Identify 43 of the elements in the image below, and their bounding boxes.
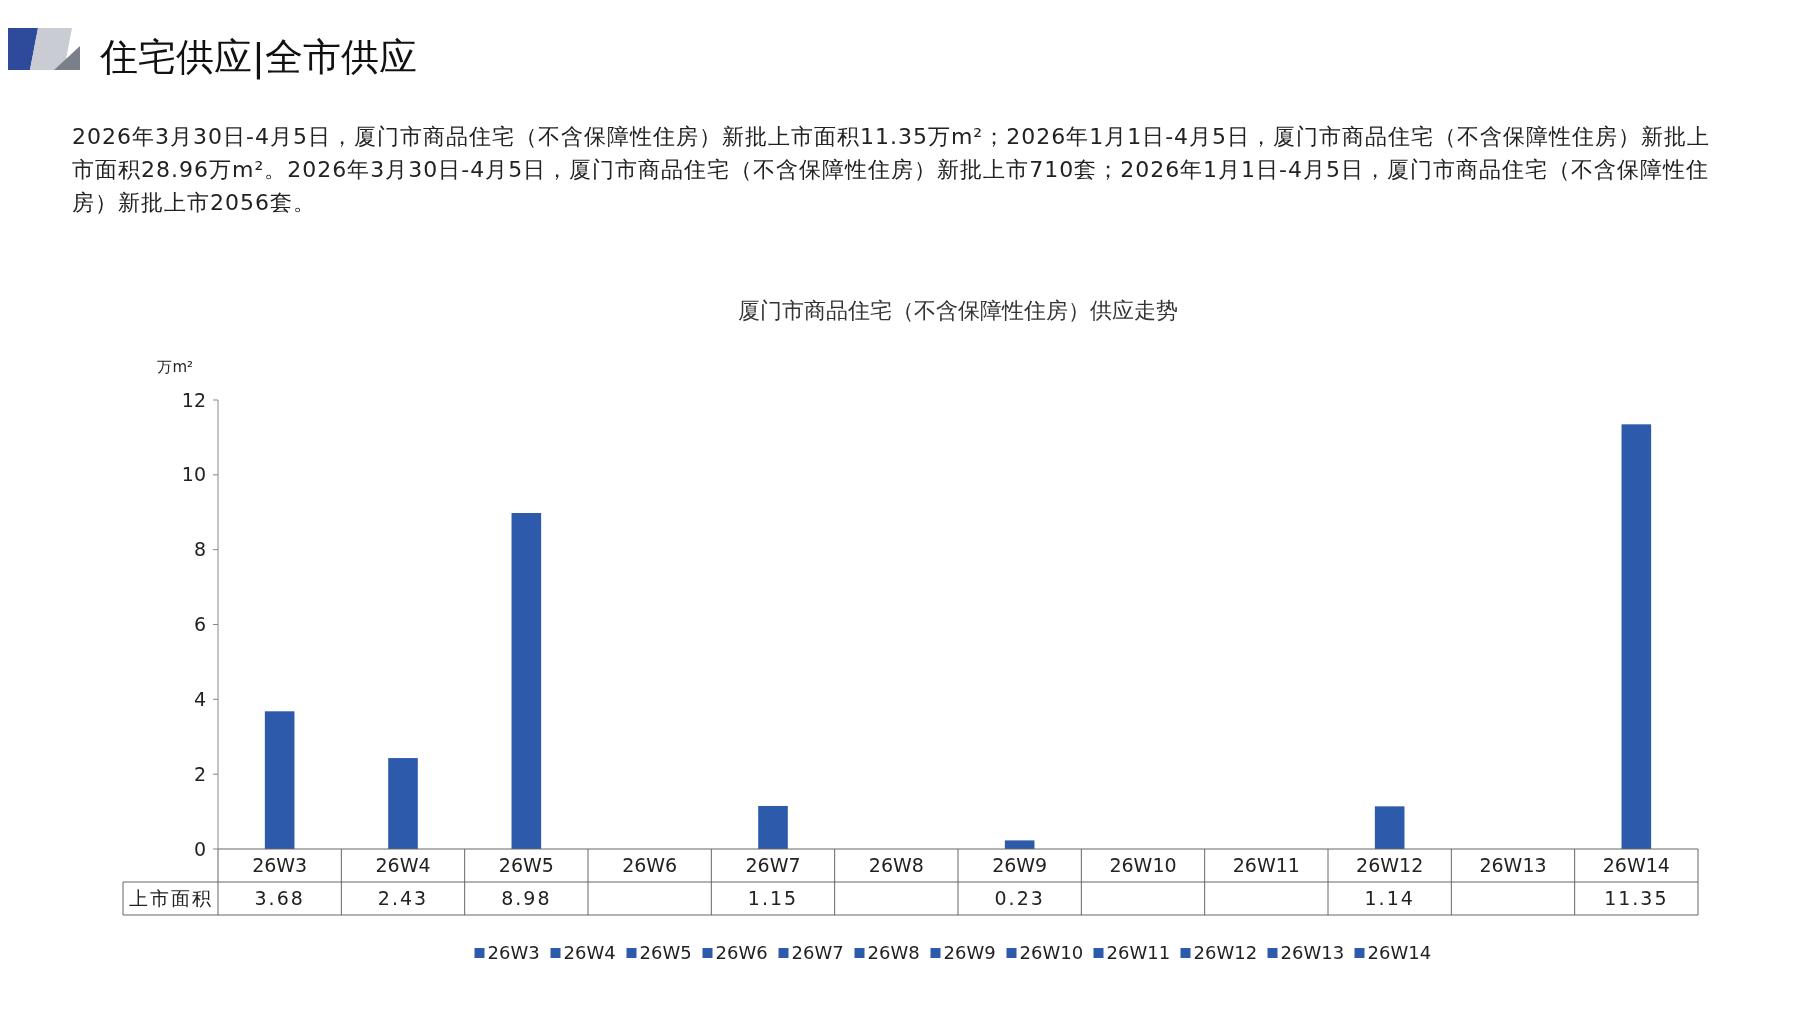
data-label: 1.15: [747, 887, 799, 910]
y-tick-label: 10: [181, 463, 206, 486]
text: 2026年3月30日-4月5日，厦门市商品住宅（不含保障性住房）新批上市面积11.35万m²；2026年1月1日-4月5日，厦门市商品住宅（不含保障性住房）新批上市面积28.96万m²。2026年3月30日-4月5日，厦门市商品住宅（不含保障性住房）新批上市710套；2026年1月1日-4月5日，厦门市商品住宅（不含保障性住房）新批上市2056套。: [72, 123, 1712, 217]
data-label: 2.43: [377, 887, 429, 910]
x-tick-label: 26W8: [868, 854, 924, 877]
category-label: 26W7: [791, 942, 844, 964]
x-tick-label: 26W11: [1232, 854, 1300, 877]
text: 上市面积: [128, 887, 213, 910]
y-tick-label: 0: [193, 837, 206, 860]
data-label: 0.23: [994, 887, 1045, 910]
category-label: 26W3: [487, 942, 540, 964]
x-tick-label: 26W4: [375, 854, 431, 877]
x-tick-label: 26W5: [498, 854, 554, 877]
category-label: 26W6: [715, 942, 768, 964]
data-label: 11.35: [1604, 887, 1669, 910]
category-label: 26W14: [1367, 942, 1432, 964]
category-label: 26W5: [639, 942, 692, 964]
category-label: 26W11: [1106, 942, 1171, 964]
category-label: 26W9: [943, 942, 996, 964]
x-tick-label: 26W12: [1356, 854, 1424, 877]
category-label: 26W13: [1280, 942, 1345, 964]
y-axis-title: 万m²: [157, 358, 193, 376]
y-tick-label: 4: [193, 687, 206, 710]
y-tick-label: 12: [181, 388, 206, 411]
y-tick-label: 8: [193, 538, 206, 561]
category-label: 26W10: [1019, 942, 1084, 964]
x-tick-label: 26W7: [745, 854, 801, 877]
x-tick-label: 26W3: [252, 854, 308, 877]
y-tick-label: 6: [193, 613, 206, 636]
category-label: 26W8: [867, 942, 920, 964]
x-tick-label: 26W10: [1109, 854, 1177, 877]
data-label: 3.68: [254, 887, 305, 910]
y-tick-label: 2: [193, 762, 206, 785]
x-tick-label: 26W6: [622, 854, 678, 877]
category-label: 26W4: [563, 942, 616, 964]
data-label: 8.98: [501, 887, 552, 910]
x-tick-label: 26W13: [1479, 854, 1547, 877]
x-tick-label: 26W9: [992, 854, 1048, 877]
text: 住宅供应|全市供应: [99, 35, 417, 80]
chart-title: 厦门市商品住宅（不含保障性住房）供应走势: [738, 298, 1178, 323]
category-label: 26W12: [1193, 942, 1258, 964]
data-label: 1.14: [1364, 887, 1415, 910]
x-tick-label: 26W14: [1602, 854, 1670, 877]
